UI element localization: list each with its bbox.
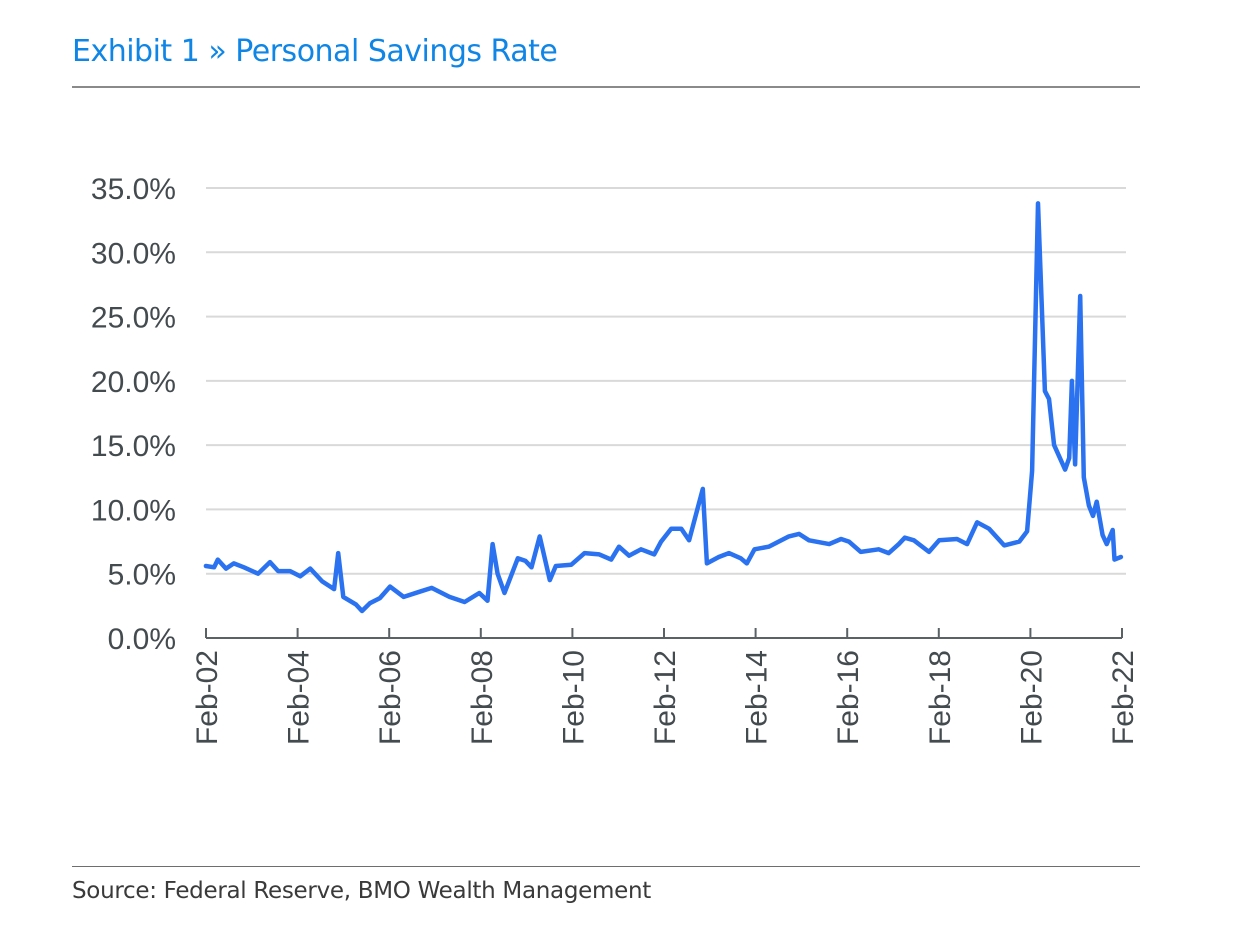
y-tick-label: 20.0% bbox=[91, 366, 176, 399]
series-line-savings-rate bbox=[203, 201, 1124, 614]
y-tick-label: 5.0% bbox=[108, 559, 176, 592]
y-tick-label: 25.0% bbox=[91, 302, 176, 335]
y-tick-label: 10.0% bbox=[91, 494, 176, 527]
x-tick-label: Feb-16 bbox=[832, 650, 865, 745]
x-tick-label: Feb-08 bbox=[466, 650, 499, 745]
y-tick-label: 0.0% bbox=[108, 623, 176, 656]
x-tick-label: Feb-10 bbox=[557, 650, 590, 745]
x-tick-label: Feb-12 bbox=[649, 650, 682, 745]
y-tick-label: 35.0% bbox=[91, 173, 176, 206]
x-tick-label: Feb-06 bbox=[374, 650, 407, 745]
x-tick-label: Feb-04 bbox=[283, 650, 316, 745]
x-axis-tick-labels: Feb-02 Feb-04 Feb-06 Feb-08 Feb-10 Feb-12 Feb-… bbox=[191, 650, 1140, 745]
x-tick-label: Feb-14 bbox=[741, 650, 774, 745]
series-group bbox=[203, 201, 1124, 614]
y-tick-label: 15.0% bbox=[91, 430, 176, 463]
gridlines bbox=[206, 187, 1126, 575]
y-axis-ticks: 0.0% 5.0% 10.0% 15.0% 20.0% 25.0% 30.0% 35.0% bbox=[91, 173, 176, 656]
x-tick-label: Feb-20 bbox=[1015, 650, 1048, 745]
x-tick-label: Feb-22 bbox=[1107, 650, 1140, 745]
x-tick-label: Feb-02 bbox=[191, 650, 224, 745]
title-divider bbox=[72, 86, 1140, 88]
footer-divider bbox=[72, 866, 1140, 867]
chart-svg: 0.0% 5.0% 10.0% 15.0% 20.0% 25.0% 30.0% 35.0% F… bbox=[91, 173, 1140, 745]
x-axis bbox=[205, 628, 1123, 639]
chart-title: Exhibit 1 » Personal Savings Rate bbox=[72, 34, 558, 69]
x-tick-label: Feb-18 bbox=[924, 650, 957, 745]
source-note: Source: Federal Reserve, BMO Wealth Mana… bbox=[72, 878, 651, 904]
y-tick-label: 30.0% bbox=[91, 237, 176, 270]
